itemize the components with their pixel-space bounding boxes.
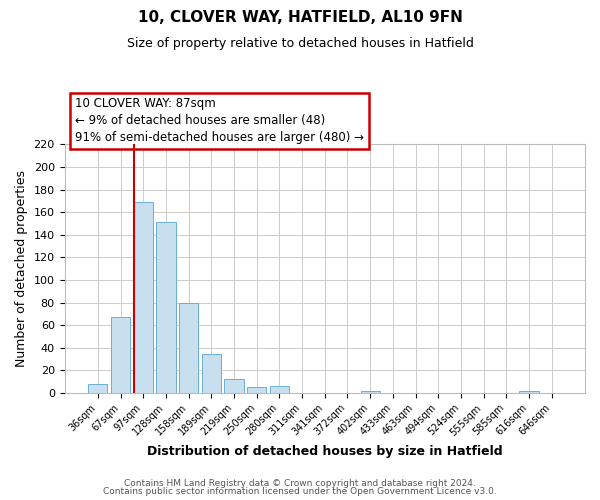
- Text: Size of property relative to detached houses in Hatfield: Size of property relative to detached ho…: [127, 38, 473, 51]
- Bar: [179, 302, 198, 393]
- Bar: [224, 380, 244, 393]
- Text: Contains public sector information licensed under the Open Government Licence v3: Contains public sector information licen…: [103, 487, 497, 496]
- Bar: [134, 202, 153, 393]
- Bar: [270, 386, 289, 393]
- Text: 10, CLOVER WAY, HATFIELD, AL10 9FN: 10, CLOVER WAY, HATFIELD, AL10 9FN: [137, 10, 463, 25]
- Bar: [202, 354, 221, 393]
- Text: Contains HM Land Registry data © Crown copyright and database right 2024.: Contains HM Land Registry data © Crown c…: [124, 478, 476, 488]
- Bar: [520, 390, 539, 393]
- Bar: [247, 387, 266, 393]
- Bar: [156, 222, 176, 393]
- X-axis label: Distribution of detached houses by size in Hatfield: Distribution of detached houses by size …: [147, 444, 503, 458]
- Bar: [361, 390, 380, 393]
- Text: 10 CLOVER WAY: 87sqm
← 9% of detached houses are smaller (48)
91% of semi-detach: 10 CLOVER WAY: 87sqm ← 9% of detached ho…: [75, 98, 364, 144]
- Bar: [111, 317, 130, 393]
- Y-axis label: Number of detached properties: Number of detached properties: [15, 170, 28, 367]
- Bar: [88, 384, 107, 393]
